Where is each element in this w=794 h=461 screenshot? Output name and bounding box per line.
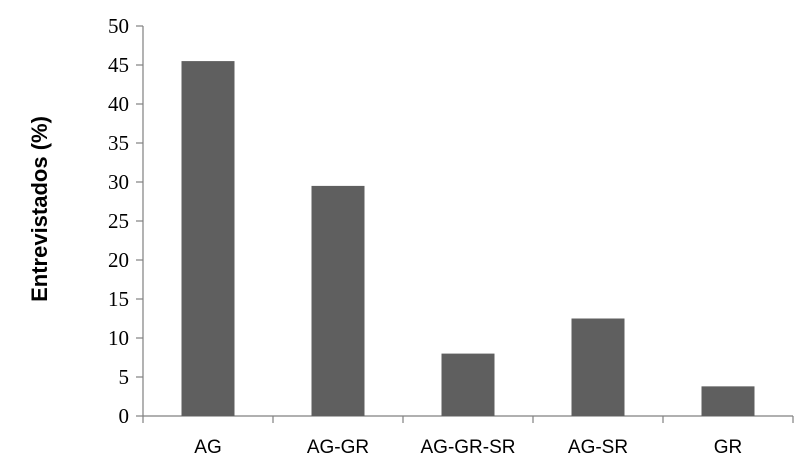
y-tick-label: 50 bbox=[108, 14, 129, 38]
y-tick-label: 20 bbox=[108, 248, 129, 272]
bar-ag-gr bbox=[311, 185, 365, 416]
x-axis: AG AG-GR AG-GR-SR AG-SR GR bbox=[142, 415, 794, 458]
y-axis-label: Entrevistados (%) bbox=[27, 116, 52, 302]
x-tick-label: AG-SR bbox=[568, 437, 628, 458]
y-axis: 0 5 10 15 20 25 30 35 40 45 50 bbox=[108, 14, 144, 428]
y-tick-label: 0 bbox=[119, 404, 130, 428]
bar-gr bbox=[701, 386, 755, 416]
y-tick-label: 25 bbox=[108, 209, 129, 233]
x-tick-label: AG-GR-SR bbox=[421, 437, 516, 458]
bar-ag-gr-sr bbox=[441, 353, 495, 416]
y-tick-label: 5 bbox=[119, 365, 130, 389]
y-tick-label: 10 bbox=[108, 326, 129, 350]
y-tick-label: 35 bbox=[108, 131, 129, 155]
y-tick-label: 45 bbox=[108, 53, 129, 77]
x-tick-label: AG-GR bbox=[307, 437, 369, 458]
bar-ag bbox=[181, 61, 235, 416]
x-tick-label: GR bbox=[714, 437, 743, 458]
x-tick-label: AG bbox=[194, 437, 221, 458]
y-tick-label: 15 bbox=[108, 287, 129, 311]
y-tick-label: 40 bbox=[108, 92, 129, 116]
bars bbox=[181, 61, 755, 416]
y-tick-label: 30 bbox=[108, 170, 129, 194]
bar-ag-sr bbox=[571, 318, 625, 416]
